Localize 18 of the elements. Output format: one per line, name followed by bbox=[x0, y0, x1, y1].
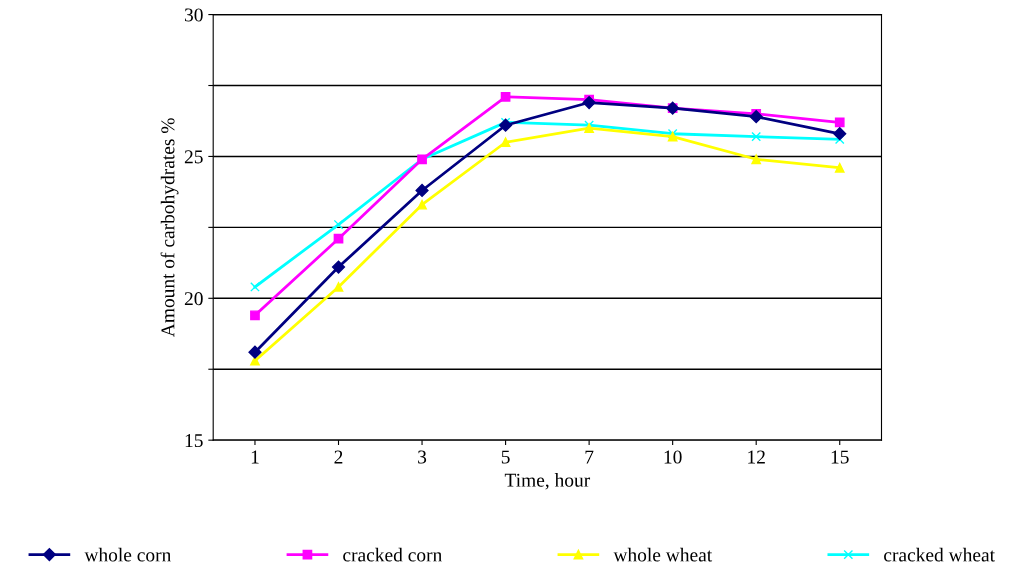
y-axis-title: Amount of carbohydrates % bbox=[160, 118, 179, 338]
y-tick-label: 20 bbox=[184, 292, 203, 306]
x-tick-label: 2 bbox=[334, 450, 343, 464]
x-tick-label: 15 bbox=[831, 450, 849, 464]
x-tick-label: 7 bbox=[585, 450, 594, 464]
x-tick-label: 12 bbox=[748, 450, 765, 464]
y-tick-label: 30 bbox=[184, 8, 203, 22]
y-tick-label: 15 bbox=[185, 434, 203, 448]
legend-label: whole corn bbox=[84, 547, 172, 562]
legend-label: cracked wheat bbox=[884, 547, 995, 562]
y-tick-label: 25 bbox=[184, 150, 203, 164]
x-tick-label: 5 bbox=[501, 450, 510, 464]
x-tick-label: 1 bbox=[251, 450, 259, 464]
x-tick-label: 3 bbox=[418, 450, 427, 464]
x-tick-label: 10 bbox=[664, 450, 682, 464]
x-axis-title: Time, hour bbox=[504, 473, 591, 490]
legend-label: cracked corn bbox=[343, 547, 442, 562]
legend-label: whole wheat bbox=[613, 547, 713, 562]
